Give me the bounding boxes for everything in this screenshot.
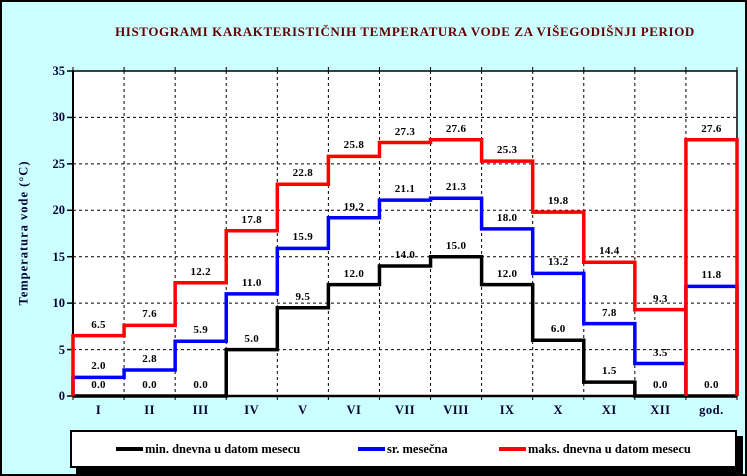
x-category-label: XII xyxy=(650,403,671,417)
value-label: 14.4 xyxy=(599,245,620,258)
value-label: 25.8 xyxy=(343,139,365,152)
x-category-label: IX xyxy=(499,403,515,417)
x-category-label: god. xyxy=(699,403,724,417)
value-label: 7.6 xyxy=(142,308,157,321)
legend-item-min: min. dnevna u datom mesecu xyxy=(116,432,300,466)
x-category-label: VI xyxy=(346,403,362,417)
value-label: 15.0 xyxy=(445,239,467,252)
value-label: 11.8 xyxy=(701,269,722,282)
value-label: 27.3 xyxy=(394,125,416,138)
legend-item-max: maks. dnevna u datom mesecu xyxy=(499,432,691,466)
y-tick-label: 35 xyxy=(52,64,66,78)
legend-item-avg: sr. mesečna xyxy=(358,432,448,466)
y-tick-label: 15 xyxy=(52,249,66,264)
value-label: 7.8 xyxy=(601,306,617,319)
y-tick-label: 0 xyxy=(58,389,65,403)
value-label: 9.5 xyxy=(295,290,311,303)
value-label: 25.3 xyxy=(496,144,518,157)
x-category-label: IV xyxy=(244,403,260,417)
value-label: 27.6 xyxy=(701,122,722,135)
legend: min. dnevna u datom mesecu sr. mesečna m… xyxy=(70,430,737,468)
value-label: 6.0 xyxy=(550,323,566,336)
value-label: 21.1 xyxy=(394,183,416,196)
x-category-label: III xyxy=(192,403,209,417)
value-label: 12.0 xyxy=(343,267,365,280)
x-category-label: VIII xyxy=(443,403,469,417)
x-category-label: X xyxy=(553,403,563,417)
value-label: 0.0 xyxy=(142,379,157,391)
value-label: 19.8 xyxy=(547,195,569,208)
avg-series-line-swatch xyxy=(358,447,385,451)
legend-label-max: maks. dnevna u datom mesecu xyxy=(528,441,691,456)
value-label: 19.2 xyxy=(343,200,365,213)
value-label: 9.3 xyxy=(653,292,668,305)
y-tick-label: 10 xyxy=(52,296,66,311)
value-label: 17.8 xyxy=(241,213,262,226)
x-category-label: I xyxy=(95,403,102,417)
value-label: 1.5 xyxy=(601,365,617,378)
x-category-label: XI xyxy=(601,403,617,417)
value-label: 5.9 xyxy=(193,324,208,337)
x-category-label: VII xyxy=(394,403,416,417)
value-label: 0.0 xyxy=(193,379,208,391)
value-label: 2.0 xyxy=(91,360,106,373)
max-series-line-swatch xyxy=(499,447,526,451)
value-label: 2.8 xyxy=(142,353,157,365)
value-label: 0.0 xyxy=(653,379,668,391)
value-label: 18.0 xyxy=(496,211,518,224)
value-label: 11.0 xyxy=(241,276,262,289)
value-label: 27.6 xyxy=(445,122,467,135)
value-label: 6.5 xyxy=(91,318,106,331)
value-label: 0.0 xyxy=(704,379,719,391)
y-tick-label: 5 xyxy=(58,342,65,357)
y-tick-label: 30 xyxy=(52,110,66,125)
y-tick-label: 25 xyxy=(52,156,66,171)
legend-label-min: min. dnevna u datom mesecu xyxy=(145,441,301,456)
value-label: 0.0 xyxy=(91,379,106,391)
value-label: 5.0 xyxy=(244,332,260,345)
value-label: 15.9 xyxy=(292,231,314,244)
value-label: 22.8 xyxy=(292,167,314,180)
value-label: 12.2 xyxy=(190,265,211,278)
value-label: 3.5 xyxy=(653,346,668,359)
value-label: 12.0 xyxy=(496,267,518,280)
value-label: 21.3 xyxy=(445,181,467,194)
min-series-line-swatch xyxy=(116,447,143,451)
y-tick-label: 20 xyxy=(52,203,66,218)
chart-title: HISTOGRAMI KARAKTERISTIČNIH TEMPERATURA … xyxy=(115,24,695,39)
legend-label-avg: sr. mesečna xyxy=(387,441,448,456)
x-category-label: V xyxy=(298,403,308,417)
x-category-label: II xyxy=(144,403,155,417)
value-label: 14.0 xyxy=(394,249,416,261)
value-label: 13.2 xyxy=(547,256,569,269)
